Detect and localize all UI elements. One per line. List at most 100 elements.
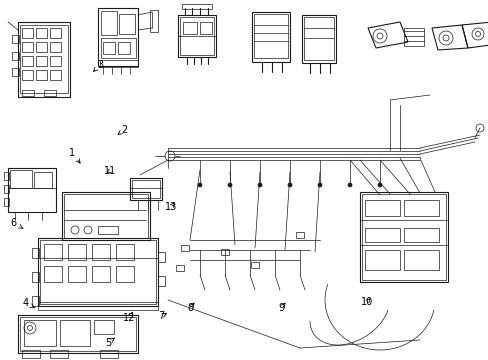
Bar (4, 172, 9, 180)
Bar (22, 70, 33, 80)
Bar (150, 10, 158, 32)
Circle shape (198, 183, 202, 187)
Bar (22, 28, 33, 38)
Bar (10, 170, 32, 188)
Bar (182, 4, 212, 9)
Bar (60, 320, 90, 346)
Bar (12, 35, 19, 43)
Bar (359, 192, 447, 282)
Bar (132, 180, 160, 198)
Bar (116, 244, 134, 260)
Text: 11: 11 (103, 166, 116, 176)
Bar (44, 90, 56, 96)
Bar (18, 315, 138, 353)
Text: 1: 1 (69, 148, 80, 163)
Text: 2: 2 (118, 125, 127, 135)
Bar (364, 250, 399, 270)
Text: 3: 3 (93, 60, 103, 71)
Text: 8: 8 (187, 303, 194, 313)
Bar (36, 70, 47, 80)
Bar (100, 60, 138, 67)
Bar (50, 28, 61, 38)
Text: 12: 12 (123, 312, 136, 323)
Bar (44, 244, 62, 260)
Bar (38, 238, 158, 306)
Bar (103, 42, 115, 54)
Bar (200, 22, 212, 34)
Bar (221, 249, 228, 255)
Circle shape (227, 183, 231, 187)
Bar (158, 252, 164, 262)
Bar (295, 232, 304, 238)
Bar (34, 172, 52, 188)
Bar (50, 350, 68, 358)
Bar (68, 244, 86, 260)
Bar (22, 350, 40, 358)
Bar (403, 250, 438, 270)
Bar (62, 192, 150, 240)
Bar (18, 22, 70, 97)
Bar (22, 42, 33, 52)
Bar (403, 28, 423, 46)
Bar (364, 228, 399, 242)
Bar (20, 317, 136, 351)
Bar (94, 320, 114, 334)
Bar (101, 11, 117, 35)
Bar (68, 266, 86, 282)
Bar (251, 12, 289, 62)
Bar (36, 28, 47, 38)
Bar (40, 240, 156, 304)
Bar (32, 272, 39, 282)
Bar (20, 25, 68, 93)
Circle shape (258, 183, 262, 187)
Bar (8, 168, 56, 212)
Bar (302, 15, 335, 63)
Text: 4: 4 (22, 298, 35, 308)
Bar (4, 198, 9, 206)
Bar (181, 245, 189, 251)
Bar (50, 56, 61, 66)
Bar (364, 200, 399, 216)
Bar (304, 17, 333, 60)
Bar (403, 228, 438, 242)
Bar (12, 52, 19, 60)
Text: 5: 5 (105, 338, 114, 348)
Bar (118, 42, 130, 54)
Text: 6: 6 (11, 218, 23, 229)
Bar (158, 276, 164, 286)
Bar (253, 14, 287, 58)
Bar (50, 70, 61, 80)
Bar (176, 265, 183, 271)
Circle shape (377, 183, 381, 187)
Circle shape (287, 183, 291, 187)
Bar (44, 266, 62, 282)
Bar (130, 178, 162, 200)
Bar (22, 90, 34, 96)
Circle shape (317, 183, 321, 187)
Bar (24, 320, 56, 346)
Text: 10: 10 (360, 297, 372, 307)
Bar (403, 200, 438, 216)
Bar (38, 302, 158, 310)
Bar (178, 15, 216, 57)
Circle shape (347, 183, 351, 187)
Bar (100, 350, 118, 358)
Bar (361, 194, 445, 280)
Bar (64, 194, 148, 238)
Bar (101, 38, 136, 58)
Text: 7: 7 (158, 311, 166, 321)
Bar (50, 42, 61, 52)
Text: 13: 13 (164, 202, 177, 212)
Bar (98, 8, 138, 66)
Bar (92, 266, 110, 282)
Bar (36, 56, 47, 66)
Bar (250, 262, 259, 268)
Bar (4, 185, 9, 193)
Text: 9: 9 (278, 303, 285, 313)
Bar (180, 17, 214, 55)
Bar (92, 244, 110, 260)
Bar (22, 56, 33, 66)
Bar (116, 266, 134, 282)
Bar (32, 296, 39, 306)
Bar (98, 226, 118, 234)
